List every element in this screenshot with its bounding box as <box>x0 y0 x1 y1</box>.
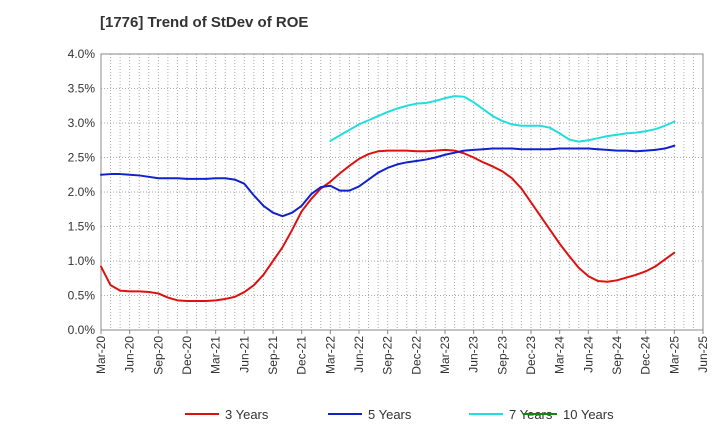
x-tick-label: Sep-21 <box>266 336 280 375</box>
series-line-7-years <box>329 95 676 143</box>
chart-title: [1776] Trend of StDev of ROE <box>100 14 308 31</box>
x-tick-label: Mar-21 <box>209 336 223 374</box>
legend-label: 10 Years <box>563 407 614 422</box>
x-tick-label: Mar-25 <box>667 336 681 374</box>
x-tick-label: Jun-22 <box>352 336 366 373</box>
y-tick-label: 0.5% <box>68 289 96 303</box>
x-tick-label: Mar-20 <box>94 336 108 374</box>
series-line-3-years <box>100 148 676 303</box>
series-lines <box>100 95 676 303</box>
x-tick-label: Jun-25 <box>696 336 710 373</box>
legend-label: 3 Years <box>225 407 269 422</box>
y-tick-label: 2.0% <box>68 185 96 199</box>
y-tick-label: 0.0% <box>68 323 96 337</box>
x-tick-label: Sep-24 <box>610 336 624 375</box>
series-line-5-years <box>100 144 676 218</box>
x-tick-label: Sep-20 <box>151 336 165 375</box>
grid-lines <box>100 53 704 331</box>
x-tick-label: Dec-21 <box>295 336 309 375</box>
x-tick-label: Mar-24 <box>553 336 567 374</box>
x-tick-label: Mar-22 <box>323 336 337 374</box>
y-tick-label: 1.5% <box>68 220 96 234</box>
legend-label: 5 Years <box>368 407 412 422</box>
y-tick-label: 4.0% <box>68 47 96 61</box>
x-tick-label: Jun-23 <box>467 336 481 373</box>
plot-frame <box>100 53 704 331</box>
y-tick-label: 3.0% <box>68 116 96 130</box>
x-tick-label: Sep-22 <box>381 336 395 375</box>
x-tick-label: Jun-20 <box>123 336 137 373</box>
x-tick-label: Dec-20 <box>180 336 194 375</box>
y-tick-label: 2.5% <box>68 151 96 165</box>
x-tick-label: Dec-23 <box>524 336 538 375</box>
y-tick-label: 1.0% <box>68 254 96 268</box>
x-tick-label: Dec-24 <box>639 336 653 375</box>
axes: Mar-20 Jun-20 Sep-20 Dec-20 Mar-21 Jun-21 Sep-… <box>68 47 710 375</box>
legend: 3 Years 5 Years 7 Years 10 Years <box>185 407 614 422</box>
y-tick-label: 3.5% <box>68 82 96 96</box>
x-tick-label: Sep-23 <box>495 336 509 375</box>
x-tick-label: Mar-23 <box>438 336 452 374</box>
x-tick-label: Jun-21 <box>237 336 251 373</box>
x-tick-label: Jun-24 <box>581 336 595 373</box>
x-tick-label: Dec-22 <box>409 336 423 375</box>
